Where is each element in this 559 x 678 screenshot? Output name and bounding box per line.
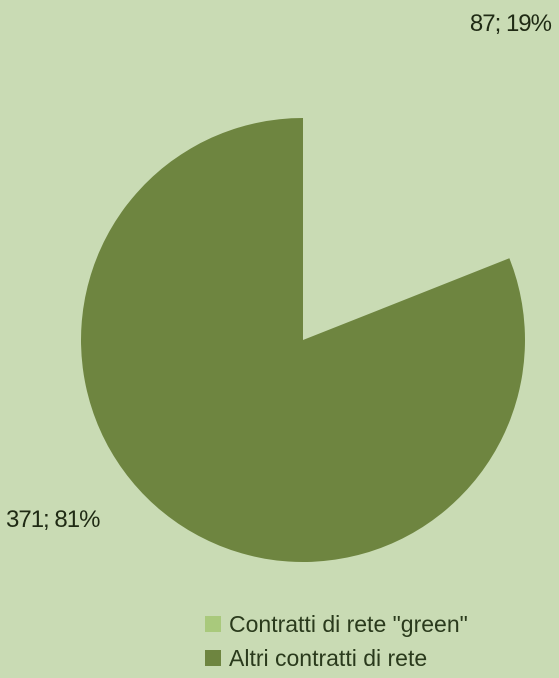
legend-item-other: Altri contratti di rete	[205, 641, 468, 675]
legend-swatch-green	[205, 616, 221, 632]
pie-slice-other	[80, 118, 525, 562]
legend-item-green: Contratti di rete "green"	[205, 607, 468, 641]
legend-swatch-other	[205, 650, 221, 666]
data-label-other: 371; 81%	[6, 506, 100, 533]
legend: Contratti di rete "green" Altri contratt…	[205, 607, 468, 675]
legend-label-green: Contratti di rete "green"	[229, 610, 468, 637]
legend-label-other: Altri contratti di rete	[229, 644, 428, 671]
data-label-green: 87; 19%	[469, 10, 552, 37]
pie-slices	[80, 118, 525, 562]
